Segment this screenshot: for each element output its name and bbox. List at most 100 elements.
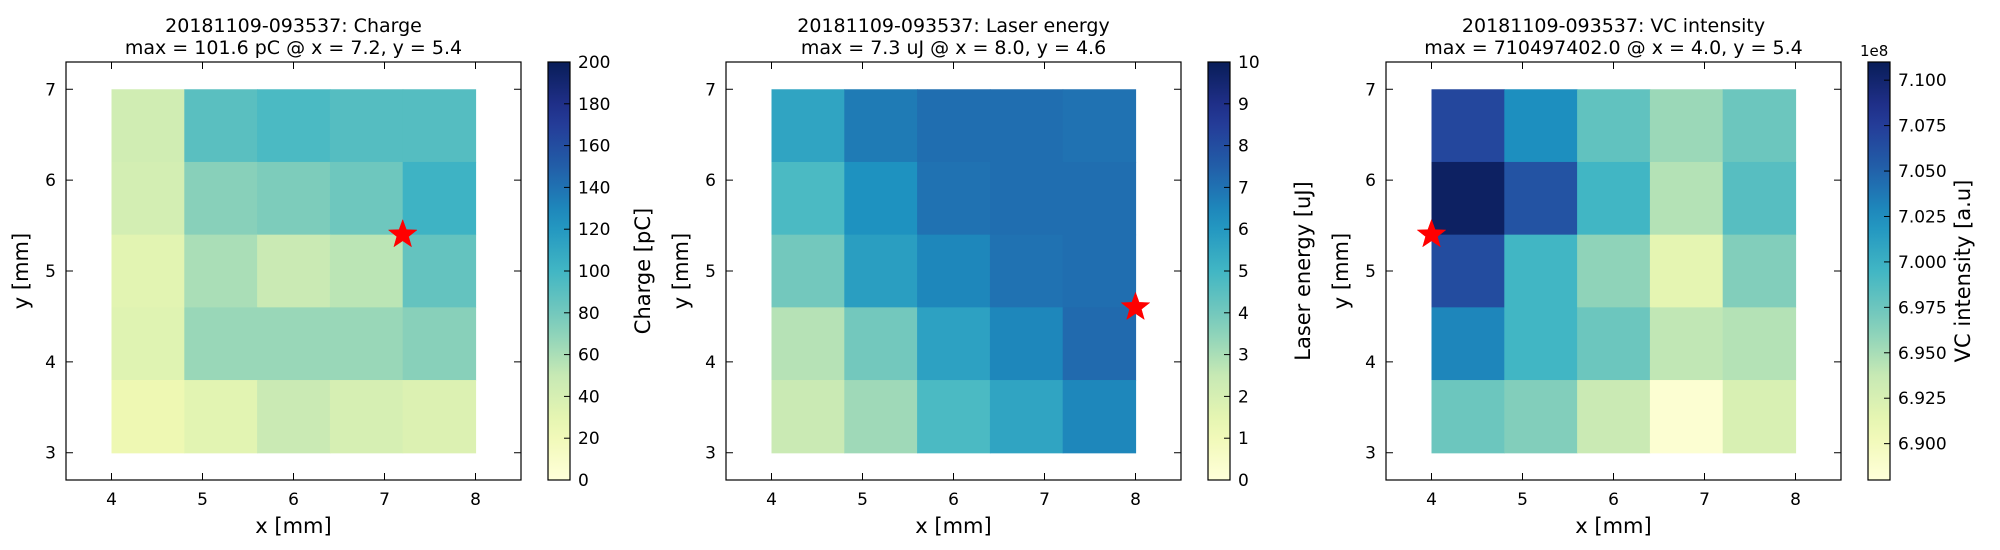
x-tick-label: 5 [857,490,868,510]
heatmap-cell [1062,234,1137,308]
heatmap-cell [402,89,477,163]
heatmap-cell [257,380,331,454]
heatmap-cell [1649,307,1724,381]
heatmap-cell [184,161,258,236]
heatmap-cell [989,161,1064,236]
y-tick-label: 4 [705,353,716,373]
heatmap-cell [257,161,331,236]
y-tick-label: 3 [705,444,716,464]
heatmap-cell [1722,380,1797,454]
heatmap-cell [1577,161,1651,236]
max-marker-star [1120,291,1151,321]
heatmap-cell [184,234,258,308]
colorbar-tick-label: 6.950 [1898,344,1947,364]
y-tick-label: 5 [1365,262,1376,282]
heatmap-cell [257,234,331,308]
colorbar-label: Charge [pC] [631,208,655,334]
colorbar-frame [1867,61,1891,481]
y-tick-label: 6 [45,171,56,191]
heatmap-cell [1431,161,1505,236]
colorbar-tick-label: 7.000 [1898,253,1947,273]
y-axis-label: y [mm] [9,233,33,309]
heatmap-cell [989,307,1064,381]
colorbar-tick-label: 6 [1238,220,1249,240]
x-axis-label: x [mm] [915,514,991,538]
heatmap-cell [402,307,477,381]
colorbar-tick-label: 6.925 [1898,389,1947,409]
colorbar-tick-label: 7 [1238,178,1249,198]
colorbar-tick-label: 2 [1238,387,1249,407]
heatmap-cell [111,307,185,381]
colorbar-tick-label: 8 [1238,137,1249,157]
x-tick-label: 6 [948,490,959,510]
heatmap-cell [844,161,918,236]
colorbar-tick-label: 7.050 [1898,162,1947,182]
heatmap-cell [989,89,1064,163]
heatmap-cell [989,380,1064,454]
heatmap-cell [1649,380,1724,454]
heatmap-cell [917,380,991,454]
heatmap-cell [1504,161,1578,236]
y-tick-label: 5 [45,262,56,282]
heatmap-cell [402,380,477,454]
max-marker-star [387,218,418,248]
heatmap-cell [184,307,258,381]
x-tick-label: 7 [1039,490,1050,510]
heatmap-cell [111,380,185,454]
heatmap-cell [771,89,845,163]
heatmap-cell [329,161,404,236]
heatmap-cell [1649,161,1724,236]
y-tick-label: 7 [1365,80,1376,100]
heatmap-cell [1062,307,1137,381]
colorbar [548,62,570,480]
x-tick-label: 7 [379,490,390,510]
x-tick-label: 8 [1130,490,1141,510]
chart-subtitle: max = 101.6 pC @ x = 7.2, y = 5.4 [125,37,462,59]
y-axis-label: y [mm] [669,233,693,309]
colorbar-tick-label: 7.025 [1898,207,1947,227]
x-tick-label: 8 [470,490,481,510]
heatmap-cell [844,234,918,308]
colorbar-tick-label: 60 [578,346,600,366]
x-tick-label: 5 [197,490,208,510]
colorbar-tick-label: 180 [578,95,610,115]
max-marker-star [1416,218,1447,248]
chart-title: 20181109-093537: Laser energy [797,15,1109,37]
x-tick-label: 6 [288,490,299,510]
x-axis-label: x [mm] [1575,514,1651,538]
heatmap-cell [1504,234,1578,308]
heatmap-cell [329,380,404,454]
y-tick-label: 6 [1365,171,1376,191]
heatmap-cell [257,89,331,163]
heatmap-cell [1577,380,1651,454]
heatmap-cell [1062,89,1137,163]
colorbar-tick-label: 5 [1238,262,1249,282]
x-tick-label: 4 [106,490,117,510]
heatmap-cell [1649,89,1724,163]
chart-subtitle: max = 7.3 uJ @ x = 8.0, y = 4.6 [801,37,1106,59]
y-tick-label: 3 [1365,444,1376,464]
colorbar-tick-label: 80 [578,304,600,324]
heatmap-cell [1577,307,1651,381]
heatmap-cell [917,234,991,308]
heatmap-cell [1062,380,1137,454]
colorbar-tick-label: 10 [1238,53,1260,73]
heatmap-cell [1722,234,1797,308]
heatmap-cell [402,234,477,308]
colorbar-tick-label: 3 [1238,346,1249,366]
colorbar [1208,62,1230,480]
heatmap-cell [1649,234,1724,308]
colorbar-tick-label: 100 [578,262,610,282]
heatmap-cell [771,380,845,454]
chart-panel: 4 5 6 7 8 3 4 5 6 7 20181109-093537: VC intensitym… [1329,15,1975,538]
heatmap-cell [184,380,258,454]
colorbar-tick-label: 6.900 [1898,435,1947,455]
heatmap-cell [844,89,918,163]
heatmap-cell [111,161,185,236]
y-tick-label: 5 [705,262,716,282]
colorbar-tick-label: 160 [578,137,610,157]
colorbar-offset-label: 1e8 [1860,42,1888,60]
colorbar-label: VC intensity [a.u] [1951,180,1975,363]
